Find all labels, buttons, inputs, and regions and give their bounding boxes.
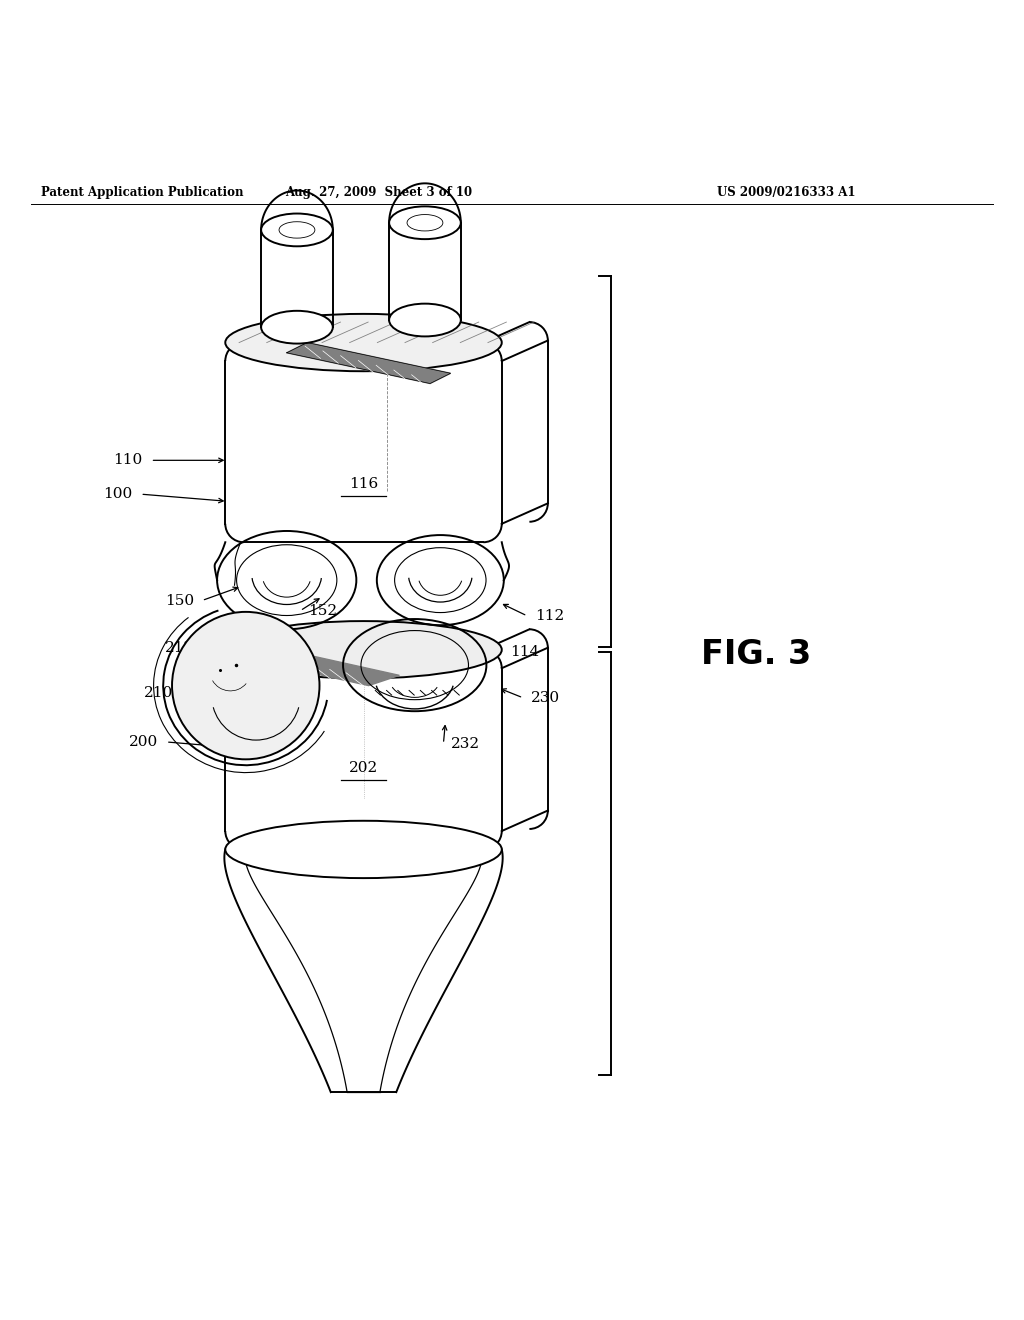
Text: 116: 116 <box>349 477 378 491</box>
Text: 202: 202 <box>349 760 378 775</box>
Ellipse shape <box>261 214 333 247</box>
Text: 210: 210 <box>144 686 173 700</box>
Ellipse shape <box>225 821 502 878</box>
Text: 114: 114 <box>510 644 539 659</box>
Text: 200: 200 <box>129 735 158 748</box>
Ellipse shape <box>261 310 333 343</box>
Text: FIG. 3: FIG. 3 <box>701 639 812 672</box>
Text: 150: 150 <box>165 594 194 607</box>
Text: 152: 152 <box>308 603 337 618</box>
Text: 110: 110 <box>114 453 142 467</box>
Polygon shape <box>230 644 399 685</box>
Ellipse shape <box>389 206 461 239</box>
Polygon shape <box>287 343 451 384</box>
Text: US 2009/0216333 A1: US 2009/0216333 A1 <box>717 186 855 199</box>
Ellipse shape <box>225 314 502 371</box>
Text: Patent Application Publication: Patent Application Publication <box>41 186 244 199</box>
Text: 232: 232 <box>452 737 480 751</box>
Text: Aug. 27, 2009  Sheet 3 of 10: Aug. 27, 2009 Sheet 3 of 10 <box>286 186 472 199</box>
Text: 230: 230 <box>531 690 560 705</box>
Text: 112: 112 <box>536 609 564 623</box>
Text: 212: 212 <box>165 640 194 655</box>
Ellipse shape <box>389 304 461 337</box>
Circle shape <box>172 612 319 759</box>
Ellipse shape <box>225 622 502 678</box>
Text: 100: 100 <box>103 487 132 502</box>
